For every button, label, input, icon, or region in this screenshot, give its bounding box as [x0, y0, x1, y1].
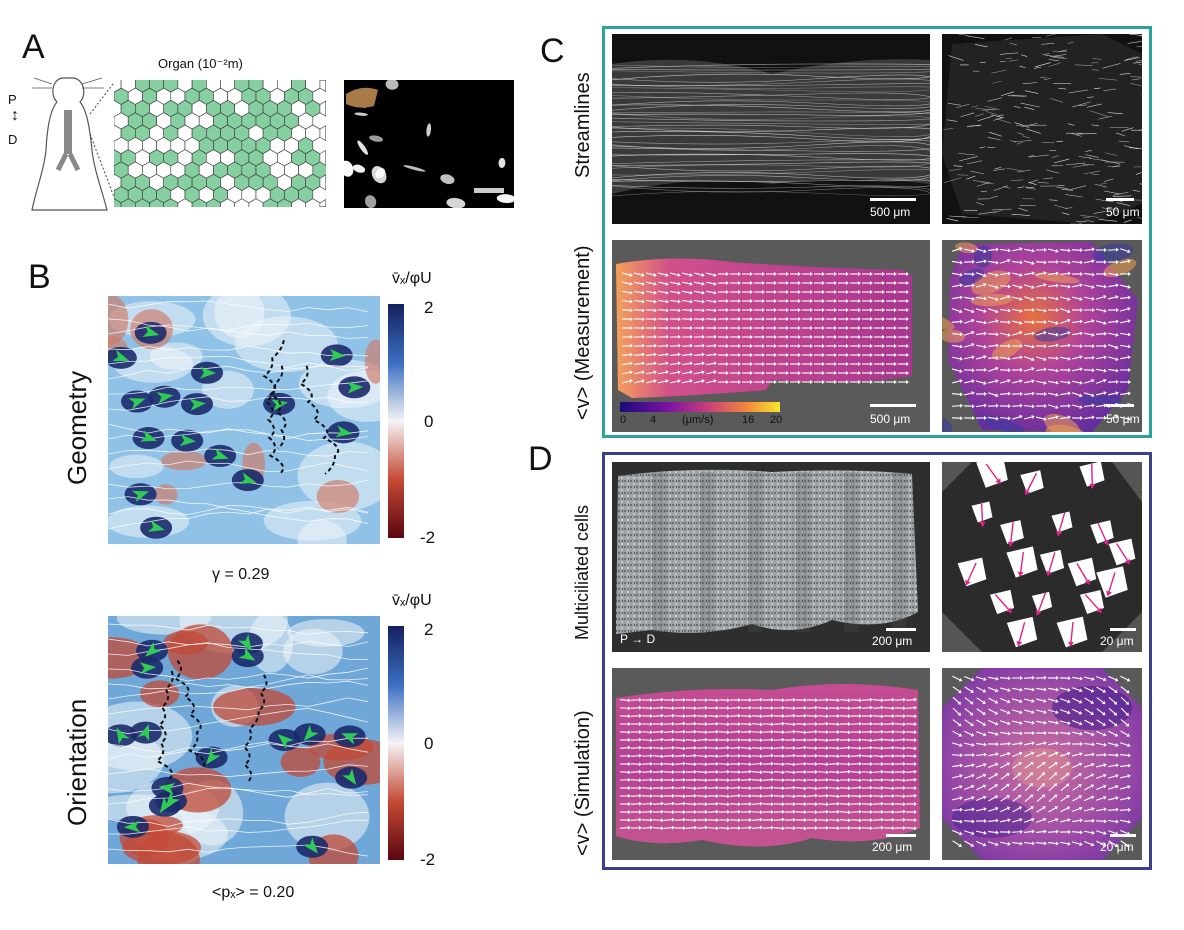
colorbar-label-top: v̄ₓ/φU [392, 270, 432, 287]
scale-200-a: 200 μm [872, 634, 913, 648]
streamlines-image-zoom [942, 34, 1142, 224]
cbar-tick-4: 4 [650, 414, 657, 426]
measurement-velocity-large [612, 240, 930, 432]
pd-direction-label: P → D [620, 632, 656, 646]
colorbar-label-bottom: v̄ₓ/φU [392, 592, 432, 609]
orientation-flow-field [108, 616, 380, 864]
scale-200-b: 200 μm [872, 840, 913, 854]
scalebar-500-a [870, 198, 916, 201]
streamlines-image-large [612, 34, 930, 224]
cbar-tick-16: 16 [742, 414, 755, 426]
axis-arrow: ↕ [11, 107, 19, 124]
cb-ori-max: 2 [424, 620, 434, 639]
cbar-tick-20: 20 [770, 414, 783, 426]
scale-20-b: 20 μm [1100, 840, 1134, 854]
organ-hex-grid [114, 80, 326, 207]
scalebar-500-b [870, 404, 916, 407]
scale-20-a: 20 μm [1100, 634, 1134, 648]
colorbar-geometry [388, 304, 404, 538]
streamlines-label: Streamlines [572, 72, 594, 178]
cb-ori-min: -2 [420, 850, 436, 869]
panel-d-frame [602, 452, 1152, 870]
mouse-illustration [31, 77, 108, 211]
colorbar-orientation [388, 626, 404, 860]
px-value: <pₓ> = 0.20 [212, 884, 295, 901]
multiciliated-label: Multiciliated cells [572, 504, 592, 640]
zoom-lines [89, 79, 117, 203]
simulation-velocity-zoom [942, 668, 1142, 860]
scalebar-200-a [886, 628, 916, 631]
scale-500-a: 500 μm [870, 205, 911, 219]
axis-p-label: P [8, 92, 17, 107]
gamma-value: γ = 0.29 [212, 566, 270, 583]
simulation-label: <v> (Simulation) [572, 710, 594, 856]
scalebar-20-a [1110, 628, 1136, 631]
scalebar-20-b [1110, 834, 1136, 837]
cb-geo-max: 2 [424, 298, 434, 317]
scalebar-50-a [1106, 198, 1134, 201]
organ-label: Organ (10⁻²m) [158, 56, 243, 71]
axis-d-label: D [8, 132, 18, 147]
multiciliated-cells-large [612, 462, 930, 652]
geometry-label: Geometry [62, 370, 92, 485]
scale-50-a: 50 μm [1106, 205, 1140, 219]
scale-50-b: 50 μm [1106, 412, 1140, 426]
velocity-colorbar [620, 402, 780, 412]
measurement-velocity-zoom [942, 240, 1142, 432]
panel-letter-d: D [528, 440, 553, 478]
simulation-velocity-large [612, 668, 930, 860]
geometry-flow-field [108, 296, 380, 544]
cb-geo-min: -2 [420, 528, 436, 547]
cb-geo-mid: 0 [424, 412, 434, 431]
cbar-tick-0: 0 [620, 414, 627, 426]
panel-letter-b: B [28, 258, 51, 296]
cbar-tick-unit: (μm/s) [682, 414, 714, 426]
measurement-label: <v> (Measurement) [572, 245, 594, 420]
panel-c-frame [602, 26, 1152, 438]
orientation-label: Orientation [62, 698, 92, 826]
scalebar-50-b [1106, 404, 1134, 407]
cb-ori-mid: 0 [424, 734, 434, 753]
panel-letter-a: A [22, 28, 45, 66]
panel-letter-c: C [540, 32, 565, 70]
scalebar-200-b [886, 834, 916, 837]
cilia-micrograph [344, 80, 514, 208]
multiciliated-cells-zoom [942, 462, 1142, 652]
scale-500-b: 500 μm [870, 412, 911, 426]
